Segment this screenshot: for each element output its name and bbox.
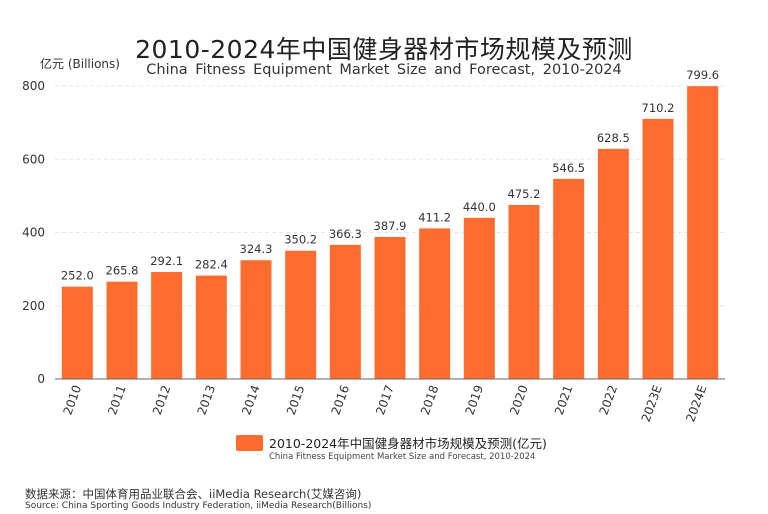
data-label: 387.9: [374, 219, 407, 233]
bar: [642, 118, 674, 379]
bar: [553, 178, 585, 379]
data-label: 366.3: [329, 227, 362, 241]
x-tick-label: 2015: [284, 383, 308, 416]
legend-swatch: [236, 435, 263, 451]
x-tick-label: 2013: [195, 383, 219, 416]
data-label: 292.1: [150, 254, 183, 268]
bar: [106, 281, 138, 379]
bar: [419, 228, 451, 379]
data-label: 475.2: [508, 187, 541, 201]
bar: [195, 275, 227, 379]
x-tick-label: 2012: [150, 383, 174, 416]
data-label: 350.2: [284, 233, 317, 247]
data-label: 546.5: [552, 161, 585, 175]
bar-chart: 0 200 400 600 800 252.0 2010 265.8 2011 292.1 2012…: [22, 68, 725, 424]
x-tick-label: 2021: [552, 383, 576, 416]
data-label: 265.8: [106, 264, 139, 278]
y-tick-label: 0: [37, 372, 45, 386]
x-tick-label: 2017: [373, 383, 397, 416]
y-axis-label: 亿元 (Billions): [40, 57, 120, 71]
x-tick-label: 2016: [329, 383, 353, 416]
legend: 2010-2024年中国健身器材市场规模及预测(亿元) China Fitnes…: [236, 433, 556, 463]
legend-label: 2010-2024年中国健身器材市场规模及预测(亿元): [269, 436, 547, 451]
x-tick-label: 2019: [463, 383, 487, 416]
bar: [687, 86, 719, 380]
legend-subtitle: China Fitness Equipment Market Size and …: [269, 452, 536, 462]
bar: [597, 148, 629, 379]
x-tick-label: 2010: [61, 383, 85, 416]
source-note-en: Source: China Sporting Goods Industry Fe…: [25, 501, 372, 511]
y-tick-label: 400: [22, 226, 45, 240]
x-tick-label: 2020: [507, 383, 531, 416]
x-tick-label: 2018: [418, 383, 442, 416]
data-label: 628.5: [597, 131, 630, 145]
bar: [240, 260, 272, 379]
x-tick-label: 2024E: [683, 383, 709, 424]
data-label: 799.6: [686, 68, 719, 82]
source-note: 数据来源：中国体育用品业联合会、iiMedia Research(艾媒咨询): [25, 487, 362, 501]
bar: [61, 286, 93, 379]
data-label: 252.0: [61, 269, 94, 283]
data-label: 710.2: [642, 101, 675, 115]
bar: [151, 272, 183, 379]
chart-subtitle: China Fitness Equipment Market Size and …: [146, 62, 622, 78]
bar: [463, 217, 495, 379]
x-tick-label: 2023E: [639, 383, 665, 424]
x-tick-label: 2014: [239, 383, 263, 416]
y-tick-label: 200: [22, 299, 45, 313]
data-label: 282.4: [195, 258, 228, 272]
data-label: 440.0: [463, 200, 496, 214]
bar: [329, 244, 361, 379]
y-tick-label: 600: [22, 152, 45, 166]
bar: [285, 250, 317, 379]
data-label: 411.2: [418, 210, 451, 224]
x-tick-label: 2022: [597, 383, 621, 416]
chart-title: 2010-2024年中国健身器材市场规模及预测: [135, 35, 633, 64]
data-label: 324.3: [240, 242, 273, 256]
bar: [374, 236, 406, 379]
bar: [508, 204, 540, 379]
y-tick-label: 800: [22, 79, 45, 93]
x-tick-label: 2011: [105, 383, 129, 416]
